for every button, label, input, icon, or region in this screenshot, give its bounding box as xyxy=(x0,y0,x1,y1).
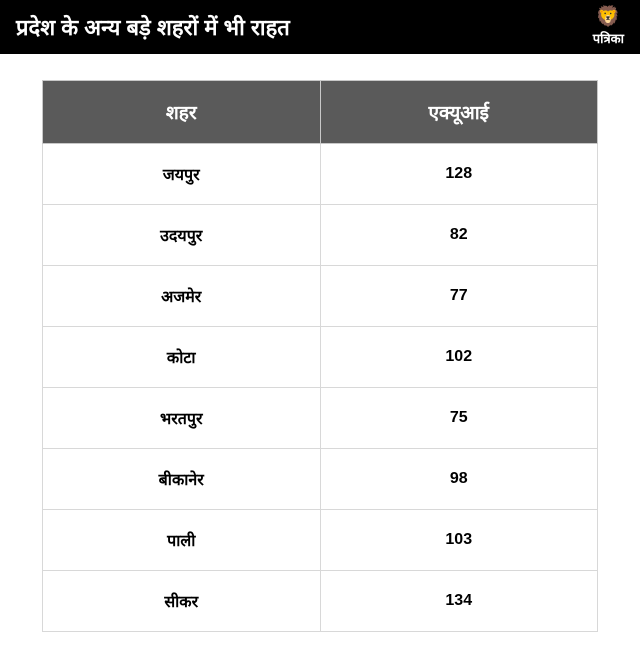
table-row: बीकानेर 98 xyxy=(43,449,598,510)
city-cell: जयपुर xyxy=(43,144,321,205)
city-cell: सीकर xyxy=(43,571,321,632)
aqi-cell: 82 xyxy=(320,205,598,266)
aqi-cell: 128 xyxy=(320,144,598,205)
city-cell: बीकानेर xyxy=(43,449,321,510)
aqi-cell: 77 xyxy=(320,266,598,327)
city-cell: कोटा xyxy=(43,327,321,388)
aqi-table: शहर एक्यूआई जयपुर 128 उदयपुर 82 अजमेर 77… xyxy=(42,80,598,632)
aqi-cell: 75 xyxy=(320,388,598,449)
table-body: जयपुर 128 उदयपुर 82 अजमेर 77 कोटा 102 भर… xyxy=(43,144,598,632)
table-row: सीकर 134 xyxy=(43,571,598,632)
city-cell: भरतपुर xyxy=(43,388,321,449)
table-row: उदयपुर 82 xyxy=(43,205,598,266)
city-cell: अजमेर xyxy=(43,266,321,327)
table-row: अजमेर 77 xyxy=(43,266,598,327)
city-cell: पाली xyxy=(43,510,321,571)
aqi-cell: 134 xyxy=(320,571,598,632)
brand-logo: 🦁 पत्रिका xyxy=(593,7,624,47)
aqi-cell: 98 xyxy=(320,449,598,510)
page-header: प्रदेश के अन्य बड़े शहरों में भी राहत 🦁 … xyxy=(0,0,640,54)
aqi-cell: 102 xyxy=(320,327,598,388)
table-row: जयपुर 128 xyxy=(43,144,598,205)
page-title: प्रदेश के अन्य बड़े शहरों में भी राहत xyxy=(16,12,290,42)
aqi-cell: 103 xyxy=(320,510,598,571)
table-row: पाली 103 xyxy=(43,510,598,571)
table-row: भरतपुर 75 xyxy=(43,388,598,449)
lion-icon: 🦁 xyxy=(596,7,621,27)
column-header-aqi: एक्यूआई xyxy=(320,81,598,144)
table-header-row: शहर एक्यूआई xyxy=(43,81,598,144)
logo-text: पत्रिका xyxy=(593,29,624,47)
column-header-city: शहर xyxy=(43,81,321,144)
content-area: शहर एक्यूआई जयपुर 128 उदयपुर 82 अजमेर 77… xyxy=(0,54,640,658)
table-row: कोटा 102 xyxy=(43,327,598,388)
city-cell: उदयपुर xyxy=(43,205,321,266)
